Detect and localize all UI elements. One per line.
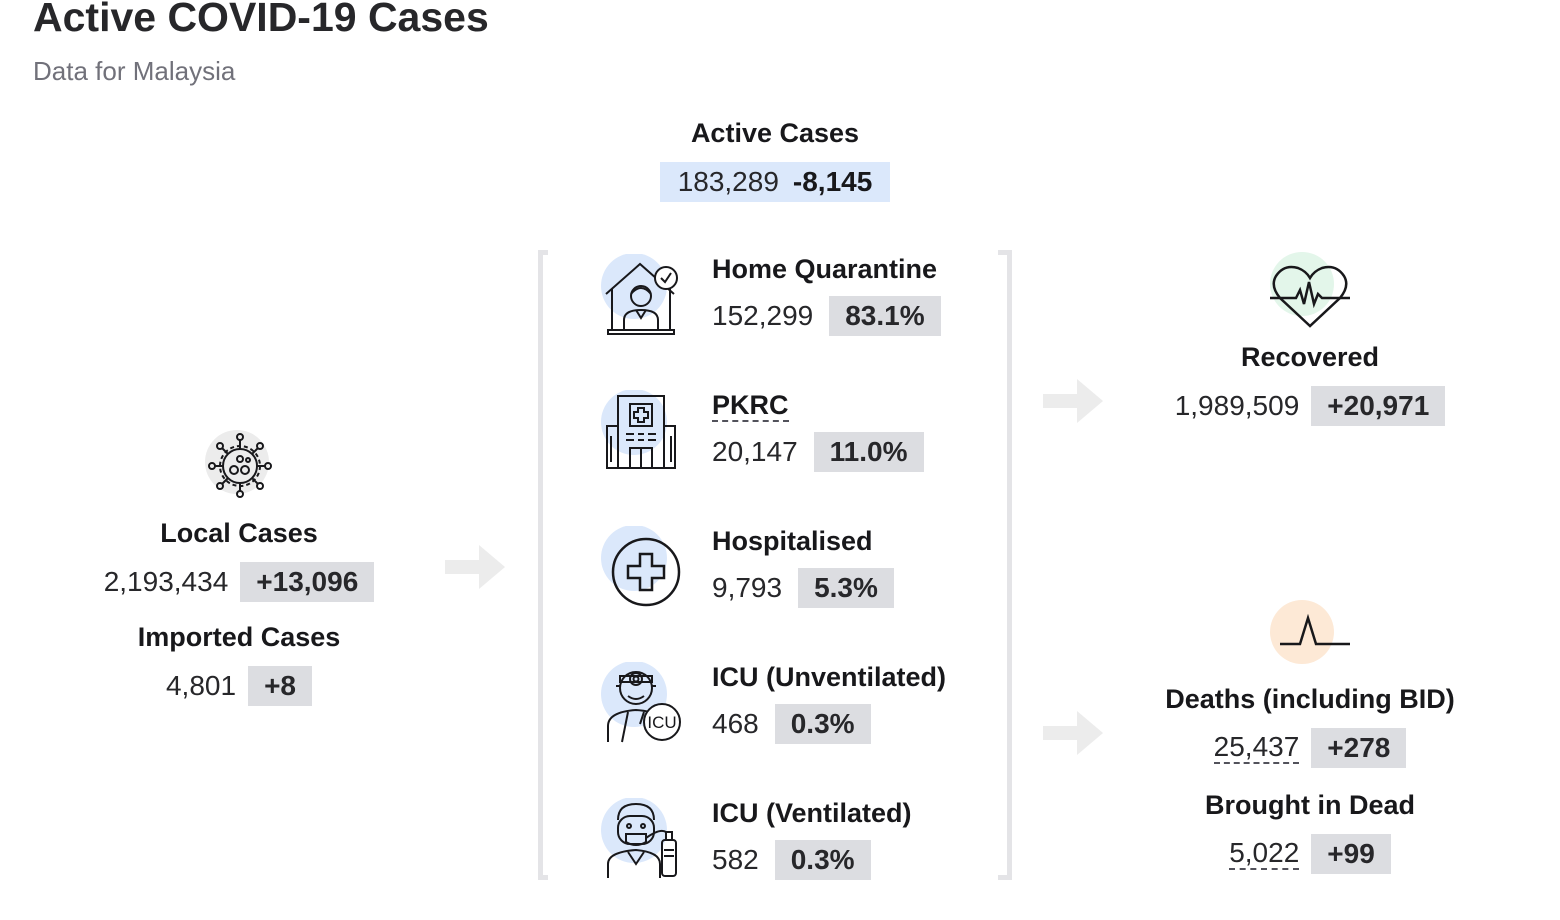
- category-hospitalised: Hospitalised 9,793 5.3%: [600, 525, 990, 616]
- ventilator-patient-icon: [600, 797, 684, 882]
- hospitalised-label: Hospitalised: [712, 526, 873, 556]
- imported-cases-delta-badge: +8: [248, 666, 312, 706]
- icu-unventilated-percent-badge: 0.3%: [774, 704, 871, 744]
- deaths-stat: 25,437 +278: [1120, 728, 1500, 768]
- icu-ventilated-stat: 582 0.3%: [712, 840, 871, 880]
- active-cases-delta: -8,145: [792, 166, 873, 197]
- pkrc-label[interactable]: PKRC: [712, 390, 789, 422]
- icu-ventilated-percent-badge: 0.3%: [774, 840, 871, 880]
- pkrc-building-icon: [600, 389, 684, 474]
- recovered-stat: 1,989,509 +20,971: [1140, 386, 1480, 426]
- local-cases-value: 2,193,434: [103, 566, 229, 597]
- hospitalised-value: 9,793: [712, 572, 783, 603]
- hospitalised-percent-badge: 5.3%: [798, 568, 894, 608]
- home-quarantine-percent-badge: 83.1%: [829, 296, 941, 336]
- deaths-value[interactable]: 25,437: [1213, 731, 1300, 764]
- active-cases-pill: 183,289 -8,145: [660, 162, 890, 202]
- imported-cases-label: Imported Cases: [137, 622, 341, 652]
- icu-unventilated-stat: 468 0.3%: [712, 704, 871, 744]
- icu-ventilated-value: 582: [712, 844, 759, 875]
- active-cases-label: Active Cases: [690, 118, 860, 148]
- svg-text:ICU: ICU: [647, 713, 676, 732]
- category-icu-ventilated: ICU (Ventilated) 582 0.3%: [600, 797, 990, 888]
- imported-cases-value: 4,801: [165, 670, 237, 701]
- brought-in-dead-label: Brought in Dead: [1205, 790, 1415, 820]
- recovered-label: Recovered: [1240, 342, 1380, 372]
- icu-ventilated-label: ICU (Ventilated): [712, 798, 912, 828]
- home-quarantine-value: 152,299: [712, 300, 814, 331]
- brought-in-dead-stat: 5,022 +99: [1120, 834, 1500, 874]
- heart-pulse-icon: [1268, 252, 1352, 330]
- active-cases-value: 183,289: [677, 166, 779, 197]
- icu-unventilated-label: ICU (Unventilated): [712, 662, 947, 692]
- category-icu-unventilated: ICU ICU (Unventilated) 468 0.3%: [600, 661, 990, 752]
- imported-cases-stat: 4,801 +8: [60, 666, 418, 706]
- pkrc-value: 20,147: [712, 436, 798, 467]
- pkrc-percent-badge: 11.0%: [813, 432, 924, 472]
- local-cases-label: Local Cases: [160, 518, 318, 548]
- hospitalised-stat: 9,793 5.3%: [712, 568, 894, 608]
- icu-unventilated-value: 468: [712, 708, 759, 739]
- arrow-right-icon: [1043, 377, 1105, 425]
- pulse-line-icon: [1268, 600, 1352, 666]
- category-pkrc: PKRC 20,147 11.0%: [600, 389, 990, 480]
- local-cases-stat: 2,193,434 +13,096: [60, 562, 418, 602]
- arrow-right-icon: [1043, 709, 1105, 757]
- recovered-delta-badge: +20,971: [1311, 386, 1446, 426]
- bracket-right: [998, 250, 1012, 880]
- home-quarantine-label: Home Quarantine: [712, 254, 938, 284]
- bracket-left: [538, 250, 548, 880]
- recovered-value: 1,989,509: [1174, 390, 1300, 421]
- local-cases-delta-badge: +13,096: [240, 562, 375, 602]
- deaths-delta-badge: +278: [1311, 728, 1407, 768]
- home-quarantine-icon: [600, 253, 684, 338]
- virus-icon: [203, 430, 275, 500]
- category-home-quarantine: Home Quarantine 152,299 83.1%: [600, 253, 990, 344]
- deaths-label: Deaths (including BID): [1165, 684, 1455, 714]
- page-subtitle: Data for Malaysia: [33, 56, 236, 86]
- brought-in-dead-value[interactable]: 5,022: [1229, 837, 1300, 870]
- home-quarantine-stat: 152,299 83.1%: [712, 296, 941, 336]
- pkrc-stat: 20,147 11.0%: [712, 432, 924, 472]
- arrow-right-icon: [445, 543, 507, 591]
- hospital-cross-icon: [600, 525, 684, 610]
- brought-in-dead-delta-badge: +99: [1311, 834, 1391, 874]
- icu-doctor-icon: ICU: [600, 661, 684, 746]
- page-title: Active COVID-19 Cases: [33, 0, 489, 40]
